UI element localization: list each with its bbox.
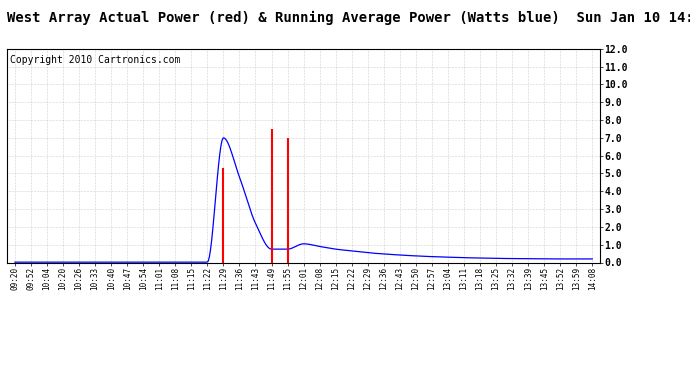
Text: Copyright 2010 Cartronics.com: Copyright 2010 Cartronics.com <box>10 55 180 65</box>
Text: West Array Actual Power (red) & Running Average Power (Watts blue)  Sun Jan 10 1: West Array Actual Power (red) & Running … <box>7 11 690 26</box>
